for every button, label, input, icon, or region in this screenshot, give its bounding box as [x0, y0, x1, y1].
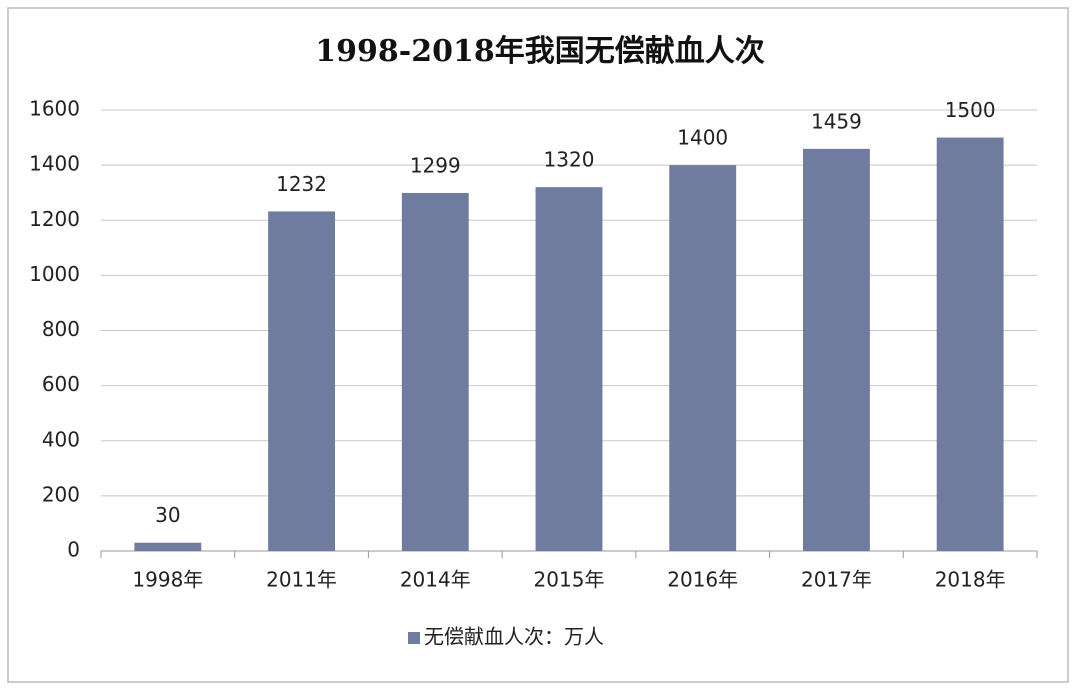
bar — [803, 148, 870, 551]
x-tick-label: 2018年 — [935, 568, 1006, 592]
data-label: 1299 — [410, 153, 461, 177]
x-tick-label: 2014年 — [400, 568, 471, 592]
bar — [936, 137, 1004, 551]
bar — [669, 165, 737, 551]
x-tick-label: 2017年 — [801, 568, 872, 592]
x-tick-label: 2016年 — [667, 568, 738, 592]
bar — [134, 542, 202, 551]
data-label: 1400 — [677, 126, 728, 150]
chart-title: 1998-2018年我国无偿献血人次 — [315, 34, 764, 69]
data-label: 30 — [155, 503, 180, 527]
bar — [268, 211, 335, 551]
bar — [535, 187, 603, 552]
data-label: 1459 — [811, 109, 862, 133]
y-tick-label: 1000 — [29, 262, 80, 286]
x-tick-label: 1998年 — [132, 568, 203, 592]
y-tick-label: 1400 — [29, 152, 80, 176]
y-tick-label: 1200 — [29, 207, 80, 231]
x-tick-label: 2015年 — [534, 568, 605, 592]
y-tick-label: 800 — [42, 317, 80, 341]
legend-label: 无偿献血人次：万人 — [424, 625, 604, 649]
y-tick-label: 200 — [42, 482, 80, 506]
y-tick-label: 1600 — [29, 97, 80, 121]
data-label: 1232 — [276, 172, 327, 196]
y-tick-label: 0 — [67, 538, 80, 562]
data-label: 1320 — [544, 148, 595, 172]
bar — [401, 192, 469, 551]
legend-marker — [408, 632, 420, 644]
y-tick-label: 600 — [42, 372, 80, 396]
data-label: 1500 — [945, 98, 996, 122]
y-tick-label: 400 — [42, 427, 80, 451]
x-tick-label: 2011年 — [266, 568, 337, 592]
